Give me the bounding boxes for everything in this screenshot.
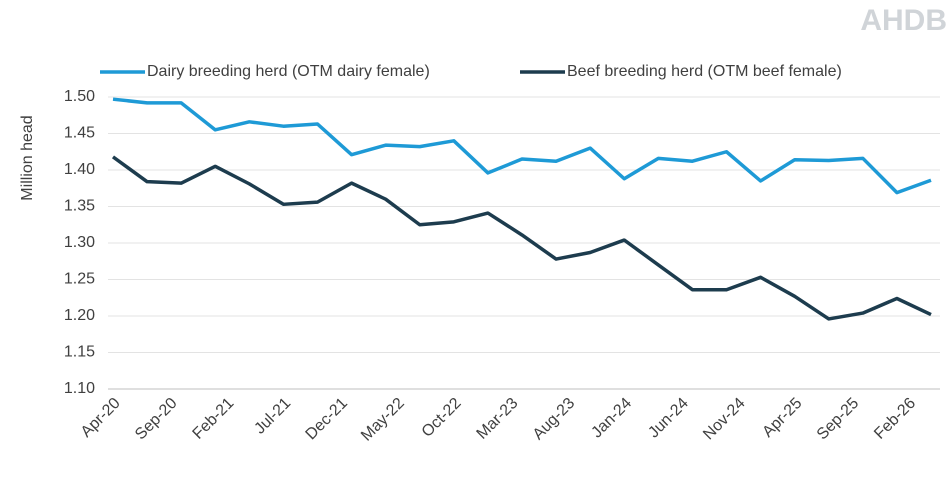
y-tick-label: 1.45: [64, 125, 95, 142]
y-tick-label: 1.35: [64, 198, 95, 215]
y-tick-label: 1.15: [64, 344, 95, 361]
x-tick-label: Jul-21: [251, 395, 294, 438]
x-tick-label: Aug-23: [530, 395, 579, 444]
brand-logo: AHDB: [860, 4, 947, 37]
x-tick-label: Dec-21: [303, 395, 352, 444]
legend-label: Dairy breeding herd (OTM dairy female): [147, 63, 430, 80]
x-tick-label: Apr-20: [78, 395, 124, 441]
x-tick-label: Sep-25: [814, 395, 863, 444]
x-tick-label: May-22: [358, 395, 408, 445]
line-series: [112, 97, 932, 195]
x-tick-label: Sep-20: [132, 395, 181, 444]
x-tick-label: Jan-24: [588, 395, 635, 442]
x-tick-label: Nov-24: [700, 395, 749, 444]
x-tick-label: Jun-24: [645, 395, 692, 442]
y-axis-label: Million head: [19, 115, 36, 200]
y-tick-label: 1.25: [64, 271, 95, 288]
x-tick-label: Feb-21: [190, 395, 238, 443]
y-tick-label: 1.20: [64, 307, 95, 324]
legend-label: Beef breeding herd (OTM beef female): [567, 63, 842, 80]
y-tick-label: 1.40: [64, 161, 95, 178]
y-tick-label: 1.50: [64, 88, 95, 105]
x-tick-label: Oct-22: [419, 395, 465, 441]
x-tick-label: Apr-25: [759, 395, 805, 441]
y-tick-label: 1.10: [64, 380, 95, 397]
y-tick-label: 1.30: [64, 234, 95, 251]
x-tick-label: Feb-26: [871, 395, 919, 443]
x-tick-label: Mar-23: [474, 395, 522, 443]
line-series: [111, 155, 932, 321]
